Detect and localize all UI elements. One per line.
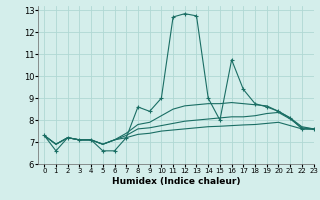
X-axis label: Humidex (Indice chaleur): Humidex (Indice chaleur) bbox=[112, 177, 240, 186]
